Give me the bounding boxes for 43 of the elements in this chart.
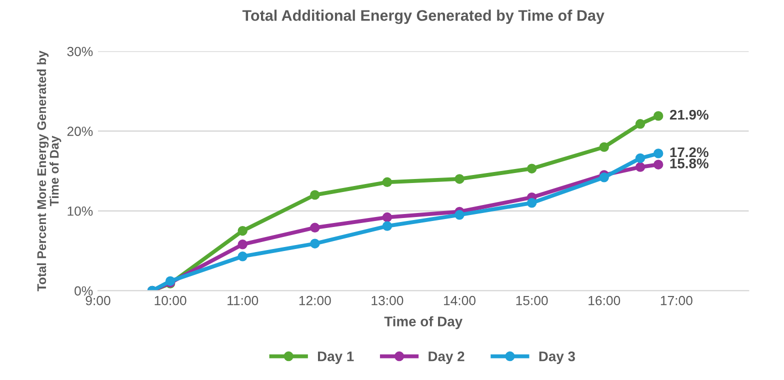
point xyxy=(653,111,664,121)
chart-title: Total Additional Energy Generated by Time of Day xyxy=(242,10,604,24)
y-tick-label: 30% xyxy=(67,46,93,56)
x-tick-label: 9:00 xyxy=(86,296,110,306)
legend-label: Day 2 xyxy=(428,351,464,364)
point xyxy=(238,226,248,236)
point xyxy=(382,212,392,222)
y-axis-title: Total Percent More Energy Generated by Time of Day xyxy=(36,50,62,292)
point xyxy=(635,162,646,172)
point xyxy=(310,238,320,248)
point xyxy=(599,172,609,182)
point xyxy=(653,148,664,158)
x-tick-label: 11:00 xyxy=(228,296,258,306)
point xyxy=(310,190,320,200)
legend-label: Day 3 xyxy=(539,351,575,364)
x-axis-title: Time of Day xyxy=(384,316,463,330)
x-tick-label: 12:00 xyxy=(299,296,331,306)
point xyxy=(238,252,248,262)
point xyxy=(238,240,248,250)
y-tick-label: 10% xyxy=(68,206,93,216)
point xyxy=(599,142,609,152)
point xyxy=(653,160,664,170)
point xyxy=(635,153,646,164)
data-label: 17.2% xyxy=(670,147,708,158)
point xyxy=(382,177,392,188)
x-tick-label: 17:00 xyxy=(660,296,692,306)
y-tick-label: 0% xyxy=(74,286,93,296)
x-tick-label: 15:00 xyxy=(516,296,548,306)
data-label: 15.8% xyxy=(670,158,708,168)
point xyxy=(526,164,537,174)
x-tick-label: 14:00 xyxy=(444,296,476,306)
point xyxy=(454,174,464,184)
legend-label: Day 1 xyxy=(318,352,354,364)
point xyxy=(635,119,646,129)
x-tick-label: 16:00 xyxy=(588,296,620,306)
point xyxy=(310,222,320,233)
point xyxy=(454,210,464,220)
data-label: 21.9% xyxy=(670,110,708,120)
point xyxy=(382,221,392,231)
point xyxy=(526,198,537,208)
x-tick-label: 10:00 xyxy=(154,296,186,306)
x-tick-label: 13:00 xyxy=(372,296,404,306)
y-tick-label: 20% xyxy=(67,126,93,136)
